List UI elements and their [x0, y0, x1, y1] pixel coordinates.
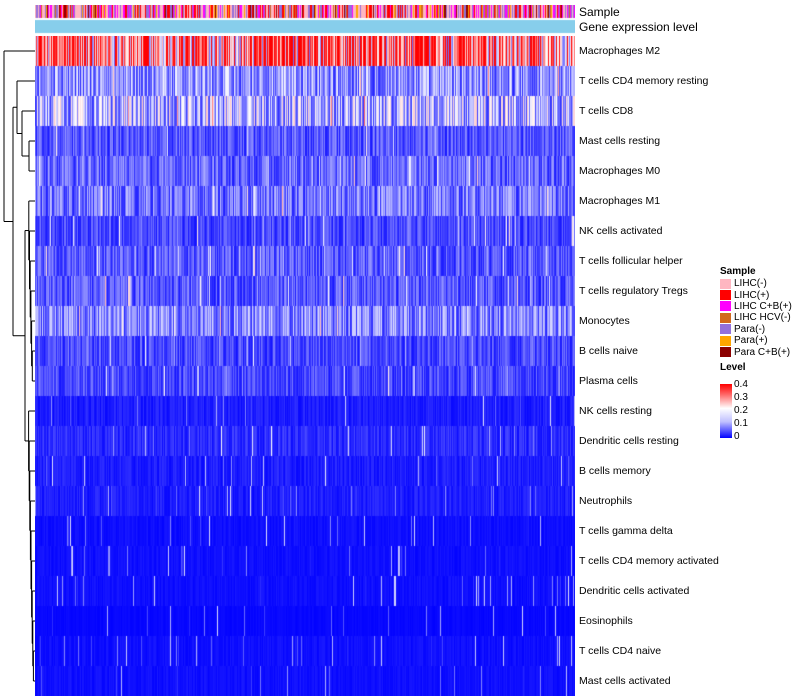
legend: Sample LIHC(-) LIHC(+) LIHC C+B(+) LIHC HCV…: [720, 266, 792, 448]
row-label: Plasma cells: [579, 375, 638, 387]
row-label: B cells memory: [579, 465, 651, 477]
row-label: T cells CD8: [579, 105, 634, 117]
row-label: NK cells activated: [579, 225, 663, 237]
sample-legend-item: LIHC HCV(-): [720, 312, 792, 323]
sample-legend-item: Para(-): [720, 324, 792, 335]
level-legend-title: Level: [720, 361, 746, 373]
row-label: Dendritic cells resting: [579, 435, 679, 447]
row-label: NK cells resting: [579, 405, 652, 417]
legend-swatch: [720, 347, 731, 358]
sample-legend-title: Sample: [720, 266, 756, 277]
row-label: Macrophages M0: [579, 165, 661, 177]
legend-swatch: [720, 290, 731, 301]
legend-label: LIHC HCV(-): [734, 312, 791, 324]
row-label: Macrophages M1: [579, 195, 661, 207]
sample-legend-item: Para(+): [720, 335, 792, 346]
row-label: Monocytes: [579, 315, 630, 327]
sample-legend-item: LIHC C+B(+): [720, 301, 792, 312]
row-label: Dendritic cells activated: [579, 585, 690, 597]
sample-legend-item: LIHC(-): [720, 278, 792, 289]
legend-swatch: [720, 301, 731, 312]
row-label: Macrophages M2: [579, 45, 661, 57]
level-tick-label: 0.3: [734, 391, 748, 403]
row-label: Neutrophils: [579, 495, 633, 507]
legend-label: LIHC(-): [734, 278, 767, 290]
level-tick-label: 0.4: [734, 378, 748, 390]
level-tick-label: 0.1: [734, 417, 748, 429]
row-label: T cells regulatory Tregs: [579, 285, 688, 297]
legend-label: Para C+B(+): [734, 346, 791, 358]
row-label: T cells follicular helper: [579, 255, 683, 267]
row-label: T cells CD4 memory activated: [579, 555, 719, 567]
sample-legend-items: LIHC(-) LIHC(+) LIHC C+B(+) LIHC HCV(-) Para…: [720, 278, 792, 358]
row-label: Eosinophils: [579, 615, 633, 627]
legend-label: Para(-): [734, 323, 766, 335]
row-label: B cells naive: [579, 345, 638, 357]
legend-swatch: [720, 312, 731, 323]
sample-annotation-label: Sample: [579, 5, 620, 19]
row-label: T cells CD4 memory resting: [579, 75, 709, 87]
row-dendrogram: [3, 50, 35, 682]
row-labels: Macrophages M2 T cells CD4 memory resting…: [579, 36, 799, 696]
level-tick-label: 0: [734, 430, 740, 442]
legend-swatch: [720, 324, 731, 335]
sample-legend-item: Para C+B(+): [720, 346, 792, 358]
heatmap-grid: [35, 36, 575, 696]
row-label: Mast cells resting: [579, 135, 661, 147]
sample-annotation-bars: [35, 5, 575, 35]
legend-label: LIHC C+B(+): [734, 300, 792, 312]
row-label: T cells CD4 naive: [579, 645, 662, 657]
legend-label: LIHC(+): [734, 289, 770, 301]
legend-swatch: [720, 278, 731, 289]
row-label: Mast cells activated: [579, 675, 671, 687]
sample-legend-item: LIHC(+): [720, 289, 792, 301]
level-color-bar: [720, 383, 732, 438]
gene-expression-annotation-label: Gene expression level: [579, 20, 698, 34]
legend-swatch: [720, 335, 731, 346]
legend-label: Para(+): [734, 335, 768, 347]
level-tick-label: 0.2: [734, 404, 748, 416]
level-legend: 0.4 0.3 0.2 0.1 0: [720, 378, 792, 448]
row-label: T cells gamma delta: [579, 525, 673, 537]
